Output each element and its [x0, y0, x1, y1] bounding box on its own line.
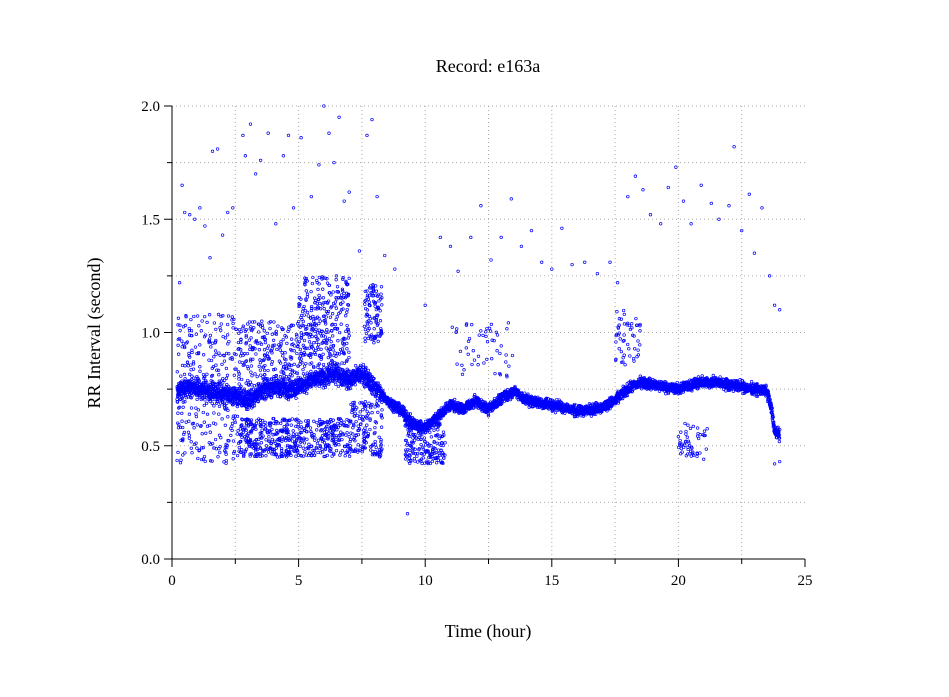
data-point — [198, 395, 202, 399]
data-point — [257, 397, 261, 401]
data-point — [267, 379, 271, 384]
data-point — [305, 387, 310, 391]
data-point — [366, 368, 370, 373]
data-point — [309, 369, 313, 374]
data-point — [664, 392, 668, 396]
data-point — [216, 399, 220, 403]
data-point — [216, 386, 220, 391]
data-point — [553, 411, 558, 415]
data-point — [251, 387, 255, 391]
data-point — [329, 367, 334, 371]
data-point — [252, 404, 257, 408]
data-point — [184, 396, 188, 400]
data-point — [249, 387, 253, 392]
data-point — [247, 397, 251, 402]
data-point — [302, 374, 307, 378]
data-points — [175, 104, 782, 516]
data-point — [286, 397, 291, 402]
data-point — [175, 400, 180, 404]
data-point — [305, 391, 309, 396]
data-point — [182, 394, 186, 398]
data-point — [238, 386, 242, 390]
data-point — [220, 384, 224, 388]
data-point — [289, 395, 294, 399]
data-point — [256, 399, 260, 403]
data-point — [323, 385, 328, 389]
data-point — [210, 401, 214, 405]
data-point — [354, 364, 358, 368]
data-point — [310, 384, 314, 388]
data-point — [251, 404, 255, 409]
data-point — [316, 365, 320, 369]
data-point — [283, 377, 287, 381]
data-point — [322, 366, 326, 370]
data-point — [270, 393, 274, 398]
data-point — [323, 383, 327, 387]
data-point — [268, 392, 272, 396]
data-point — [217, 379, 221, 383]
data-point — [200, 393, 205, 397]
data-point — [314, 384, 318, 388]
data-point — [327, 382, 331, 387]
data-point — [204, 395, 208, 400]
data-point — [453, 397, 457, 402]
data-point — [180, 396, 184, 401]
data-point — [226, 384, 231, 389]
data-point — [361, 362, 366, 367]
data-point — [225, 383, 229, 387]
data-point — [192, 378, 196, 383]
data-point — [294, 396, 298, 400]
data-point — [252, 384, 257, 388]
data-point — [246, 407, 250, 412]
data-point — [275, 394, 280, 398]
data-point — [265, 377, 270, 381]
data-point — [336, 384, 341, 389]
data-point — [242, 387, 246, 391]
data-point — [269, 395, 274, 400]
data-point — [258, 394, 262, 398]
grid-lines — [172, 105, 805, 559]
